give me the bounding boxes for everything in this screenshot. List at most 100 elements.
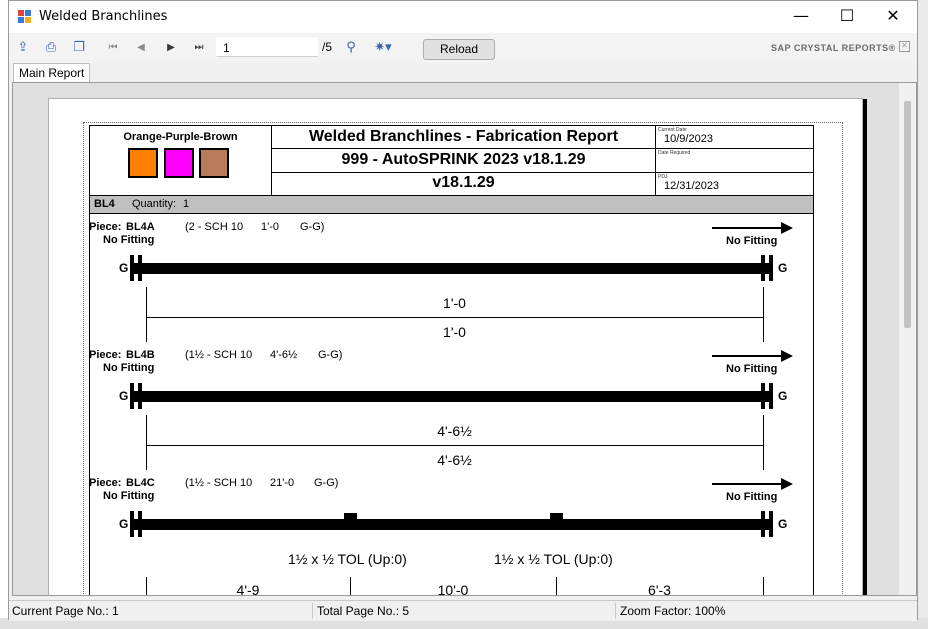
flow-arrow-head-icon (781, 478, 793, 490)
piece-label: Piece: (89, 221, 122, 233)
flow-arrow-line (712, 355, 782, 357)
export-icon[interactable]: ⇪ (17, 40, 29, 55)
vertical-scrollbar[interactable] (899, 83, 916, 595)
pdj-caption: PDJ (658, 174, 668, 180)
left-border (89, 213, 90, 595)
left-groove-mark (130, 255, 134, 281)
piece-label: Piece: (89, 477, 122, 489)
left-groove-mark (130, 383, 134, 409)
zoom-icon[interactable]: ✷▾ (374, 40, 392, 55)
piece-spec: (2 - SCH 10 (185, 221, 244, 233)
close-icon[interactable]: ✕ (899, 41, 910, 52)
left-groove-mark (130, 511, 134, 537)
scrollbar-thumb[interactable] (904, 101, 911, 328)
outlet-marker (550, 513, 563, 521)
date-required-caption: Date Required (658, 150, 691, 156)
prev-page-icon[interactable]: ◀ (137, 42, 145, 53)
minimize-button[interactable]: — (793, 6, 809, 25)
first-page-icon[interactable]: ⏮ (108, 42, 118, 53)
maximize-button[interactable]: ☐ (839, 6, 855, 25)
report-title: Welded Branchlines - Fabrication Report (308, 128, 619, 145)
left-end-label: G (119, 517, 129, 531)
status-divider (615, 603, 616, 619)
date-required-cell: Date Required (655, 148, 814, 173)
piece-ends: G-G) (314, 477, 339, 489)
page-number-input[interactable]: 1 (216, 37, 318, 57)
title-cell: Welded Branchlines - Fabrication Report (271, 125, 656, 149)
find-icon[interactable]: ⚲ (346, 40, 356, 55)
flow-arrow-head-icon (781, 222, 793, 234)
current-date-value: 10/9/2023 (664, 133, 713, 145)
left-fitting-label: No Fitting (103, 362, 155, 374)
right-groove-mark (769, 383, 773, 409)
dimension-tick (556, 577, 557, 595)
color-code-label: Orange-Purple-Brown (123, 131, 238, 143)
outlet-label: 1½ x ½ TOL (Up:0) (288, 551, 407, 567)
total-page-status: Total Page No.: 5 (317, 604, 410, 618)
dimension-tick (146, 287, 147, 342)
right-fitting-label: No Fitting (726, 491, 778, 503)
current-page-status: Current Page No.: 1 (12, 604, 119, 618)
report-viewer-window: Welded Branchlines — ☐ ✕ ⇪ ⎙ ❐ ⏮ ◀ ▶ ⏭ ⚲… (8, 0, 918, 621)
outlet-marker (344, 513, 357, 521)
left-fitting-label: No Fitting (103, 490, 155, 502)
last-page-icon[interactable]: ⏭ (194, 42, 204, 53)
piece-length: 1'-0 (261, 221, 279, 233)
piece-ends: G-G) (318, 349, 343, 361)
title-bar[interactable]: Welded Branchlines — ☐ ✕ (9, 1, 917, 33)
dimension-top: 4'-6½ (437, 423, 472, 439)
piece-row: Piece: BL4C (1½ - SCH 10 21'-0 G-G) No F… (49, 355, 862, 596)
version-label: v18.1.29 (432, 174, 495, 191)
piece-spec: (1½ - SCH 10 (185, 477, 253, 489)
close-button[interactable]: ✕ (886, 6, 900, 25)
tab-main-report[interactable]: Main Report (13, 63, 91, 83)
right-groove-mark (769, 511, 773, 537)
status-divider (312, 603, 313, 619)
flow-arrow-line (712, 227, 782, 229)
report-canvas: Orange-Purple-Brown Welded Branchlines -… (12, 82, 917, 596)
sap-crystal-reports-logo: SAP CRYSTAL REPORTS® (771, 43, 896, 53)
piece-row: Piece: BL4B (1½ - SCH 10 4'-6½ G-G) No F… (49, 227, 862, 470)
outlet-label: 1½ x ½ TOL (Up:0) (494, 551, 613, 567)
report-page: Orange-Purple-Brown Welded Branchlines -… (48, 98, 863, 596)
desktop-background-right (918, 0, 928, 629)
current-date-cell: Current Date 10/9/2023 (655, 125, 814, 149)
piece-spec: (1½ - SCH 10 (185, 349, 253, 361)
flow-arrow-head-icon (781, 350, 793, 362)
dimension-bottom: 4'-6½ (437, 452, 472, 468)
report-tabs: Main Report (9, 63, 917, 83)
reload-button[interactable]: Reload (423, 39, 495, 60)
segment-dimension: 6'-3 (648, 582, 671, 596)
copy-icon[interactable]: ❐ (73, 40, 85, 55)
dimension-tick (763, 577, 764, 595)
group-label: BL4 (94, 198, 115, 210)
right-fitting-label: No Fitting (726, 363, 778, 375)
desktop-background-left (0, 0, 8, 629)
dimension-tick (146, 577, 147, 595)
left-end-label: G (119, 389, 129, 403)
left-end-label: G (119, 261, 129, 275)
left-fitting-label: No Fitting (103, 234, 155, 246)
orange-swatch (128, 148, 158, 178)
pdj-cell: PDJ 12/31/2023 (655, 172, 814, 196)
flow-arrow-line (712, 483, 782, 485)
pipe-segment (133, 519, 773, 530)
page-total-label: /5 (322, 40, 333, 54)
next-page-icon[interactable]: ▶ (167, 42, 175, 53)
project-name: 999 - AutoSPRINK 2023 v18.1.29 (341, 151, 586, 168)
pipe-segment (133, 263, 773, 274)
segment-dimension: 10'-0 (437, 582, 469, 596)
segment-dimension: 4'-9 (236, 582, 260, 596)
piece-length: 21'-0 (270, 477, 295, 489)
dimension-tick (350, 577, 351, 595)
zoom-status: Zoom Factor: 100% (620, 604, 726, 618)
dimension-line (146, 317, 763, 318)
brown-swatch (199, 148, 229, 178)
pipe-segment (133, 391, 773, 402)
piece-id: BL4C (126, 477, 155, 489)
right-groove-mark (761, 255, 765, 281)
project-cell: 999 - AutoSPRINK 2023 v18.1.29 (271, 148, 656, 173)
right-end-label: G (778, 389, 788, 403)
print-icon[interactable]: ⎙ (45, 40, 57, 55)
dimension-top: 1'-0 (443, 295, 466, 311)
